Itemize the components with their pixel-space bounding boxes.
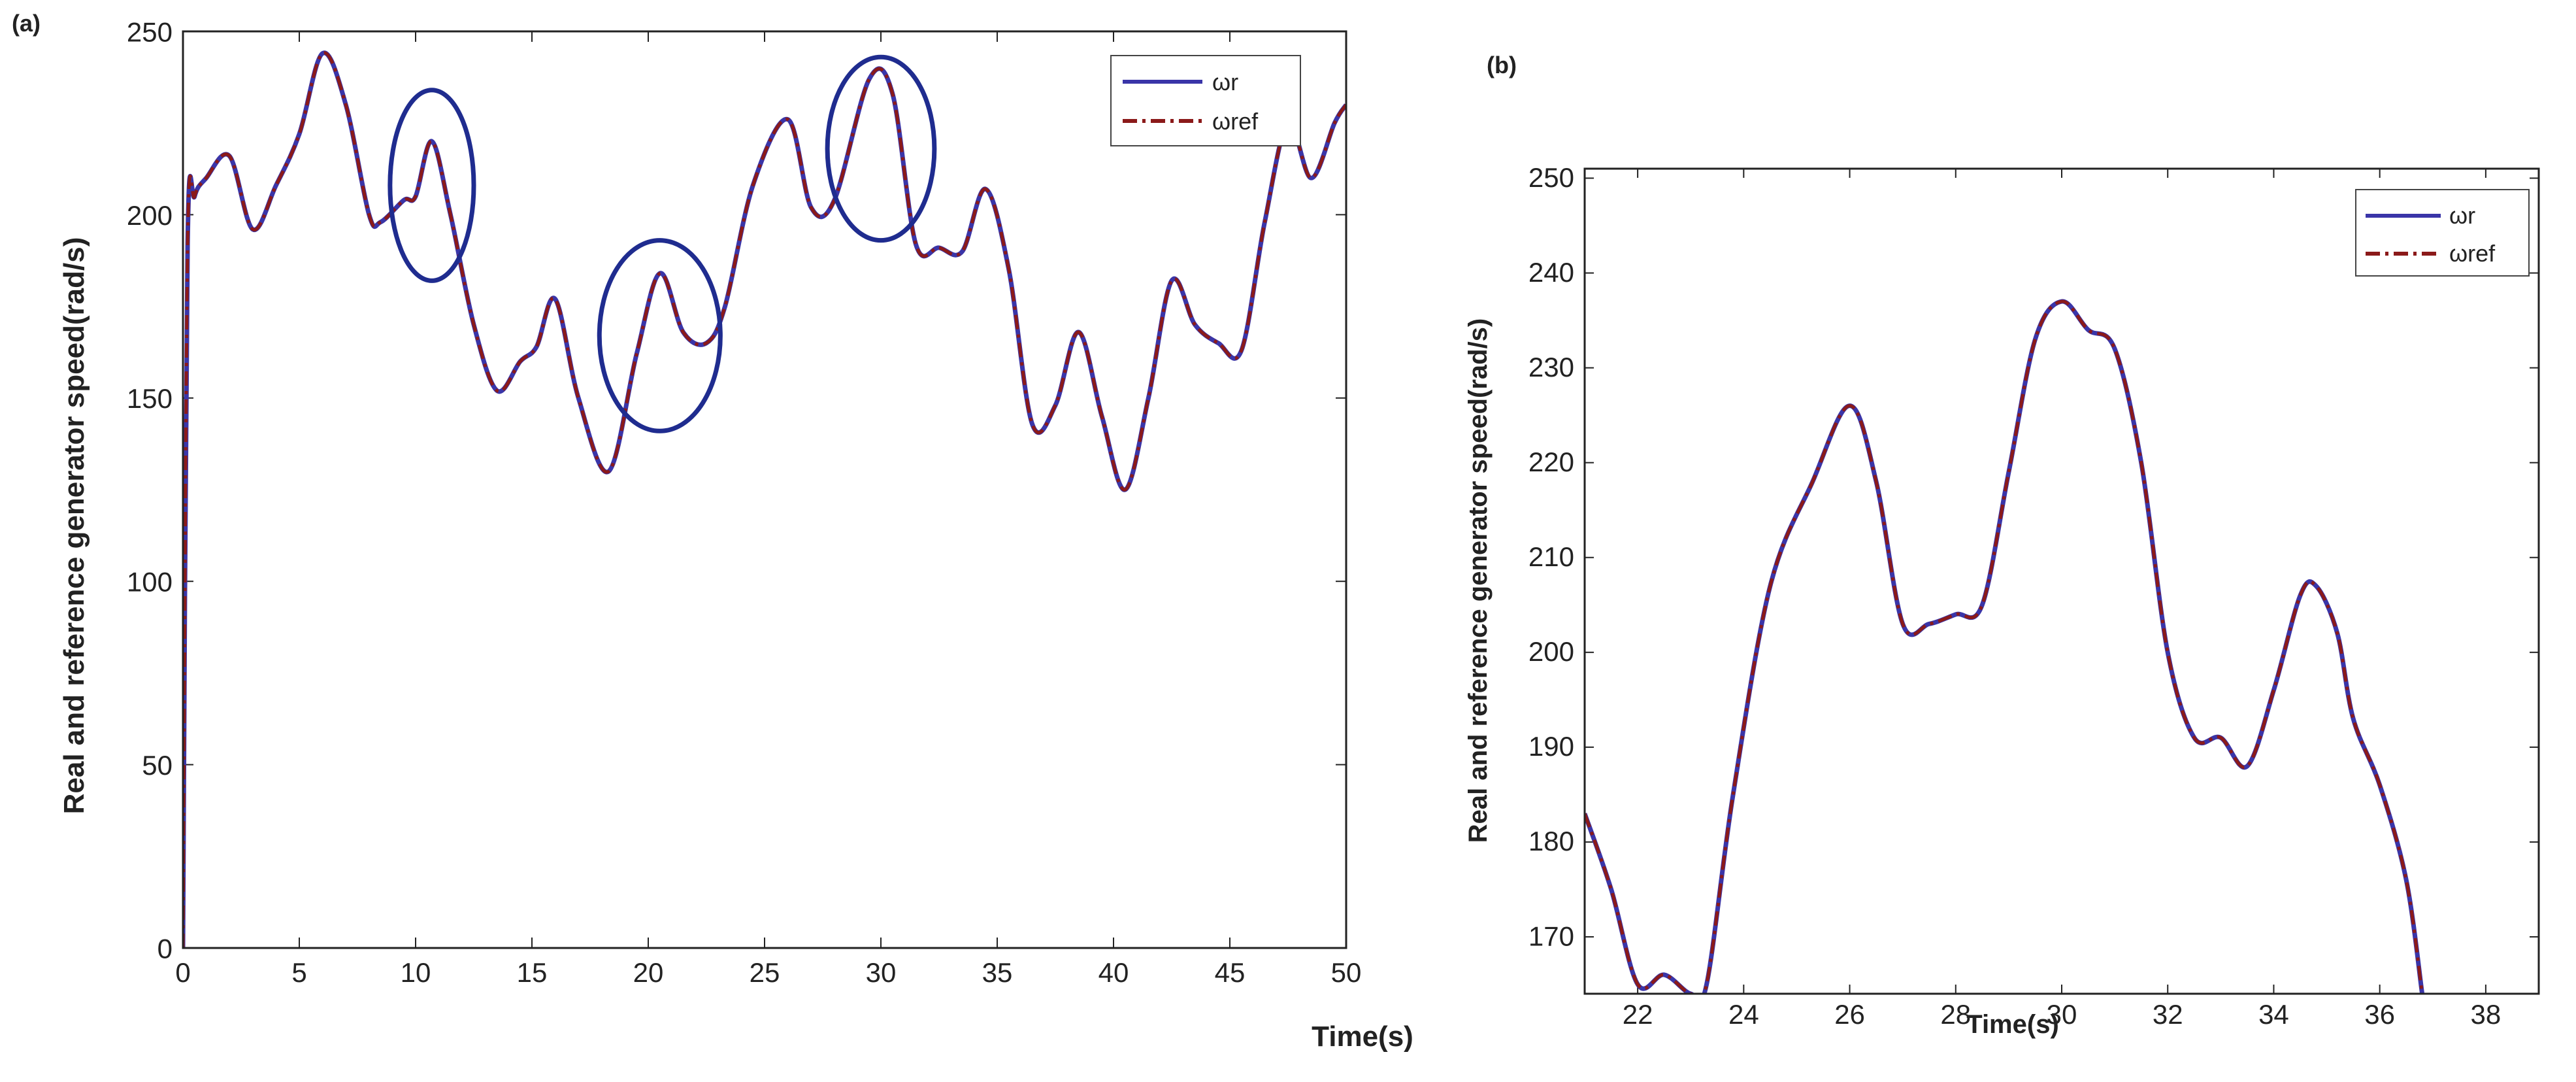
panel-a-ytick-label: 250 [127,16,173,47]
panel-a-xtick-label: 50 [1331,957,1362,988]
panel-b-xtick-label: 36 [2364,999,2395,1030]
panel-b-ylabel: Real and reference generator speed(rad/s… [1464,318,1493,843]
panel-a-xtick-label: 0 [175,957,190,988]
panel-a-legend-wr: ωr [1212,69,1238,95]
panel-a-ytick-label: 0 [157,933,173,964]
panel-a-ytick-label: 50 [142,750,173,781]
panel-a-highlight-ellipse-3 [825,54,937,243]
panel-b-xtick-label: 34 [2258,999,2289,1030]
panel-b-label: (b) [1487,52,1517,78]
panel-b-ytick-label: 180 [1528,826,1574,856]
panel-a-xtick-label: 30 [866,957,897,988]
panel-b-ytick-label: 250 [1528,162,1574,193]
panel-a-series-wr-line [183,50,1346,948]
panel-b-ytick-label: 210 [1528,541,1574,572]
panel-a-ytick-label: 100 [127,567,173,598]
panel-b-ytick-label: 230 [1528,352,1574,382]
panel-b-series-wref-line [1585,299,2424,994]
panel-b-xtick-label: 28 [1940,999,1971,1030]
panel-a-xlabel: Time(s) [1312,1021,1413,1053]
panel-b-ytick-label: 170 [1528,921,1574,951]
panel-a-xtick-label: 25 [750,957,780,988]
panel-b-legend-box [2355,189,2530,277]
panel-a-axes-frame [182,30,1347,949]
panel-a-ylabel: Real and reference generator speed(rad/s… [58,237,90,815]
panel-b-xtick-label: 22 [1623,999,1653,1030]
panel-a-ytick-label: 150 [127,383,173,414]
panel-a-xtick-label: 10 [401,957,431,988]
panel-b-chart: (b) 22 24 26 28 30 32 34 36 38 170 180 190 200 210 220… [1464,52,2540,1039]
panel-b-legend-wr: ωr [2449,202,2475,229]
panel-a-chart: (a) 0 5 10 15 20 25 30 35 40 45 50050100150200250 … [12,10,1413,1053]
panel-a-xtick-label: 5 [291,957,306,988]
panel-b-ytick-label: 200 [1528,636,1574,667]
panel-a-series-wref-line [183,51,1346,948]
panel-b-xtick-label: 26 [1834,999,1865,1030]
panel-a-legend-box [1110,55,1301,146]
panel-a-ytick-label: 200 [127,200,173,231]
panel-a-highlight-ellipse-2 [597,238,723,433]
panel-a-highlight-ellipse-1 [388,88,476,283]
panel-a-legend: ωr ωref [1110,55,1301,146]
panel-b-ytick-label: 240 [1528,257,1574,288]
panel-a-xtick-label: 40 [1098,957,1129,988]
panel-b-ytick-label: 220 [1528,447,1574,477]
panel-a-xtick-label: 35 [982,957,1013,988]
panel-b-xtick-label: 38 [2471,999,2502,1030]
panel-b-xtick-label: 32 [2153,999,2183,1030]
panel-b-legend: ωr ωref [2355,189,2530,277]
panel-a-xtick-label: 20 [633,957,664,988]
panel-b-xtick-label: 30 [2047,999,2077,1030]
panel-a-legend-wref: ωref [1212,108,1259,135]
panel-a-label: (a) [12,10,41,37]
panel-b-xtick-label: 24 [1728,999,1759,1030]
panel-b-axes-frame [1583,167,2540,995]
panel-b-legend-wref: ωref [2449,240,2496,267]
panel-b-xlabel: Time(s) [1966,1010,2059,1039]
panel-b-series-wr-line [1585,299,2425,994]
panel-a-xtick-label: 15 [517,957,548,988]
panel-a-xtick-label: 45 [1215,957,1246,988]
panel-b-ytick-label: 190 [1528,731,1574,762]
